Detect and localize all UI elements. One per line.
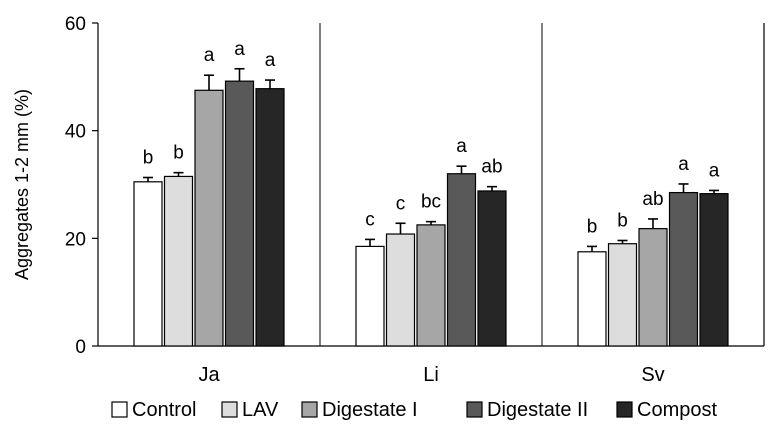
y-tick-label: 60 <box>65 14 86 35</box>
significance-letter: c <box>396 193 406 214</box>
y-axis-title: Aggregates 1-2 mm (%) <box>12 89 32 280</box>
bar-digestate-i-li <box>416 224 446 347</box>
bar-lav-sv <box>607 243 638 347</box>
legend-label: Digestate II <box>487 399 588 421</box>
y-tick-label: 40 <box>65 122 86 143</box>
legend: Control LAV Digestate I Digestate II Compost <box>111 399 717 421</box>
significance-letter: ab <box>481 157 502 178</box>
x-category-label: Sv <box>641 364 664 386</box>
significance-letter: b <box>617 210 628 231</box>
x-category-label: Ja <box>198 364 220 386</box>
legend-swatch <box>221 401 238 418</box>
significance-letter: bc <box>421 192 441 213</box>
significance-letter: a <box>234 39 245 60</box>
significance-letter: a <box>456 136 467 157</box>
significance-letter: ab <box>642 189 663 210</box>
legend-label: Control <box>132 399 196 421</box>
bar-digestate-ii-li <box>446 173 477 347</box>
bar-control-ja <box>133 181 163 347</box>
significance-letter: a <box>678 154 689 175</box>
bar-control-li <box>355 245 385 347</box>
bar-digestate-ii-ja <box>224 80 255 347</box>
legend-swatch <box>111 401 128 418</box>
bar-digestate-ii-sv <box>668 191 699 347</box>
significance-letter: a <box>204 45 215 66</box>
legend-label: Digestate I <box>322 399 418 421</box>
x-category-label: Li <box>423 364 439 386</box>
bar-lav-ja <box>163 175 194 347</box>
legend-swatch <box>616 401 633 418</box>
bar-compost-li <box>477 190 507 347</box>
bar-digestate-i-ja <box>194 89 224 347</box>
bar-lav-li <box>385 233 416 347</box>
significance-letter: a <box>709 160 720 181</box>
y-tick-label: 20 <box>65 229 86 250</box>
bar-control-sv <box>577 251 607 347</box>
bar-compost-ja <box>255 88 285 347</box>
legend-swatch <box>301 401 318 418</box>
significance-letter: b <box>587 216 598 237</box>
y-tick-label: 0 <box>75 337 86 358</box>
significance-letter: c <box>365 209 375 230</box>
legend-label: Compost <box>637 399 717 421</box>
significance-letter: a <box>265 50 276 71</box>
bar-digestate-i-sv <box>638 228 668 347</box>
legend-swatch <box>466 401 483 418</box>
legend-label: LAV <box>242 399 279 421</box>
bar-compost-sv <box>699 193 729 347</box>
significance-letter: b <box>143 148 154 169</box>
significance-letter: b <box>173 143 184 164</box>
